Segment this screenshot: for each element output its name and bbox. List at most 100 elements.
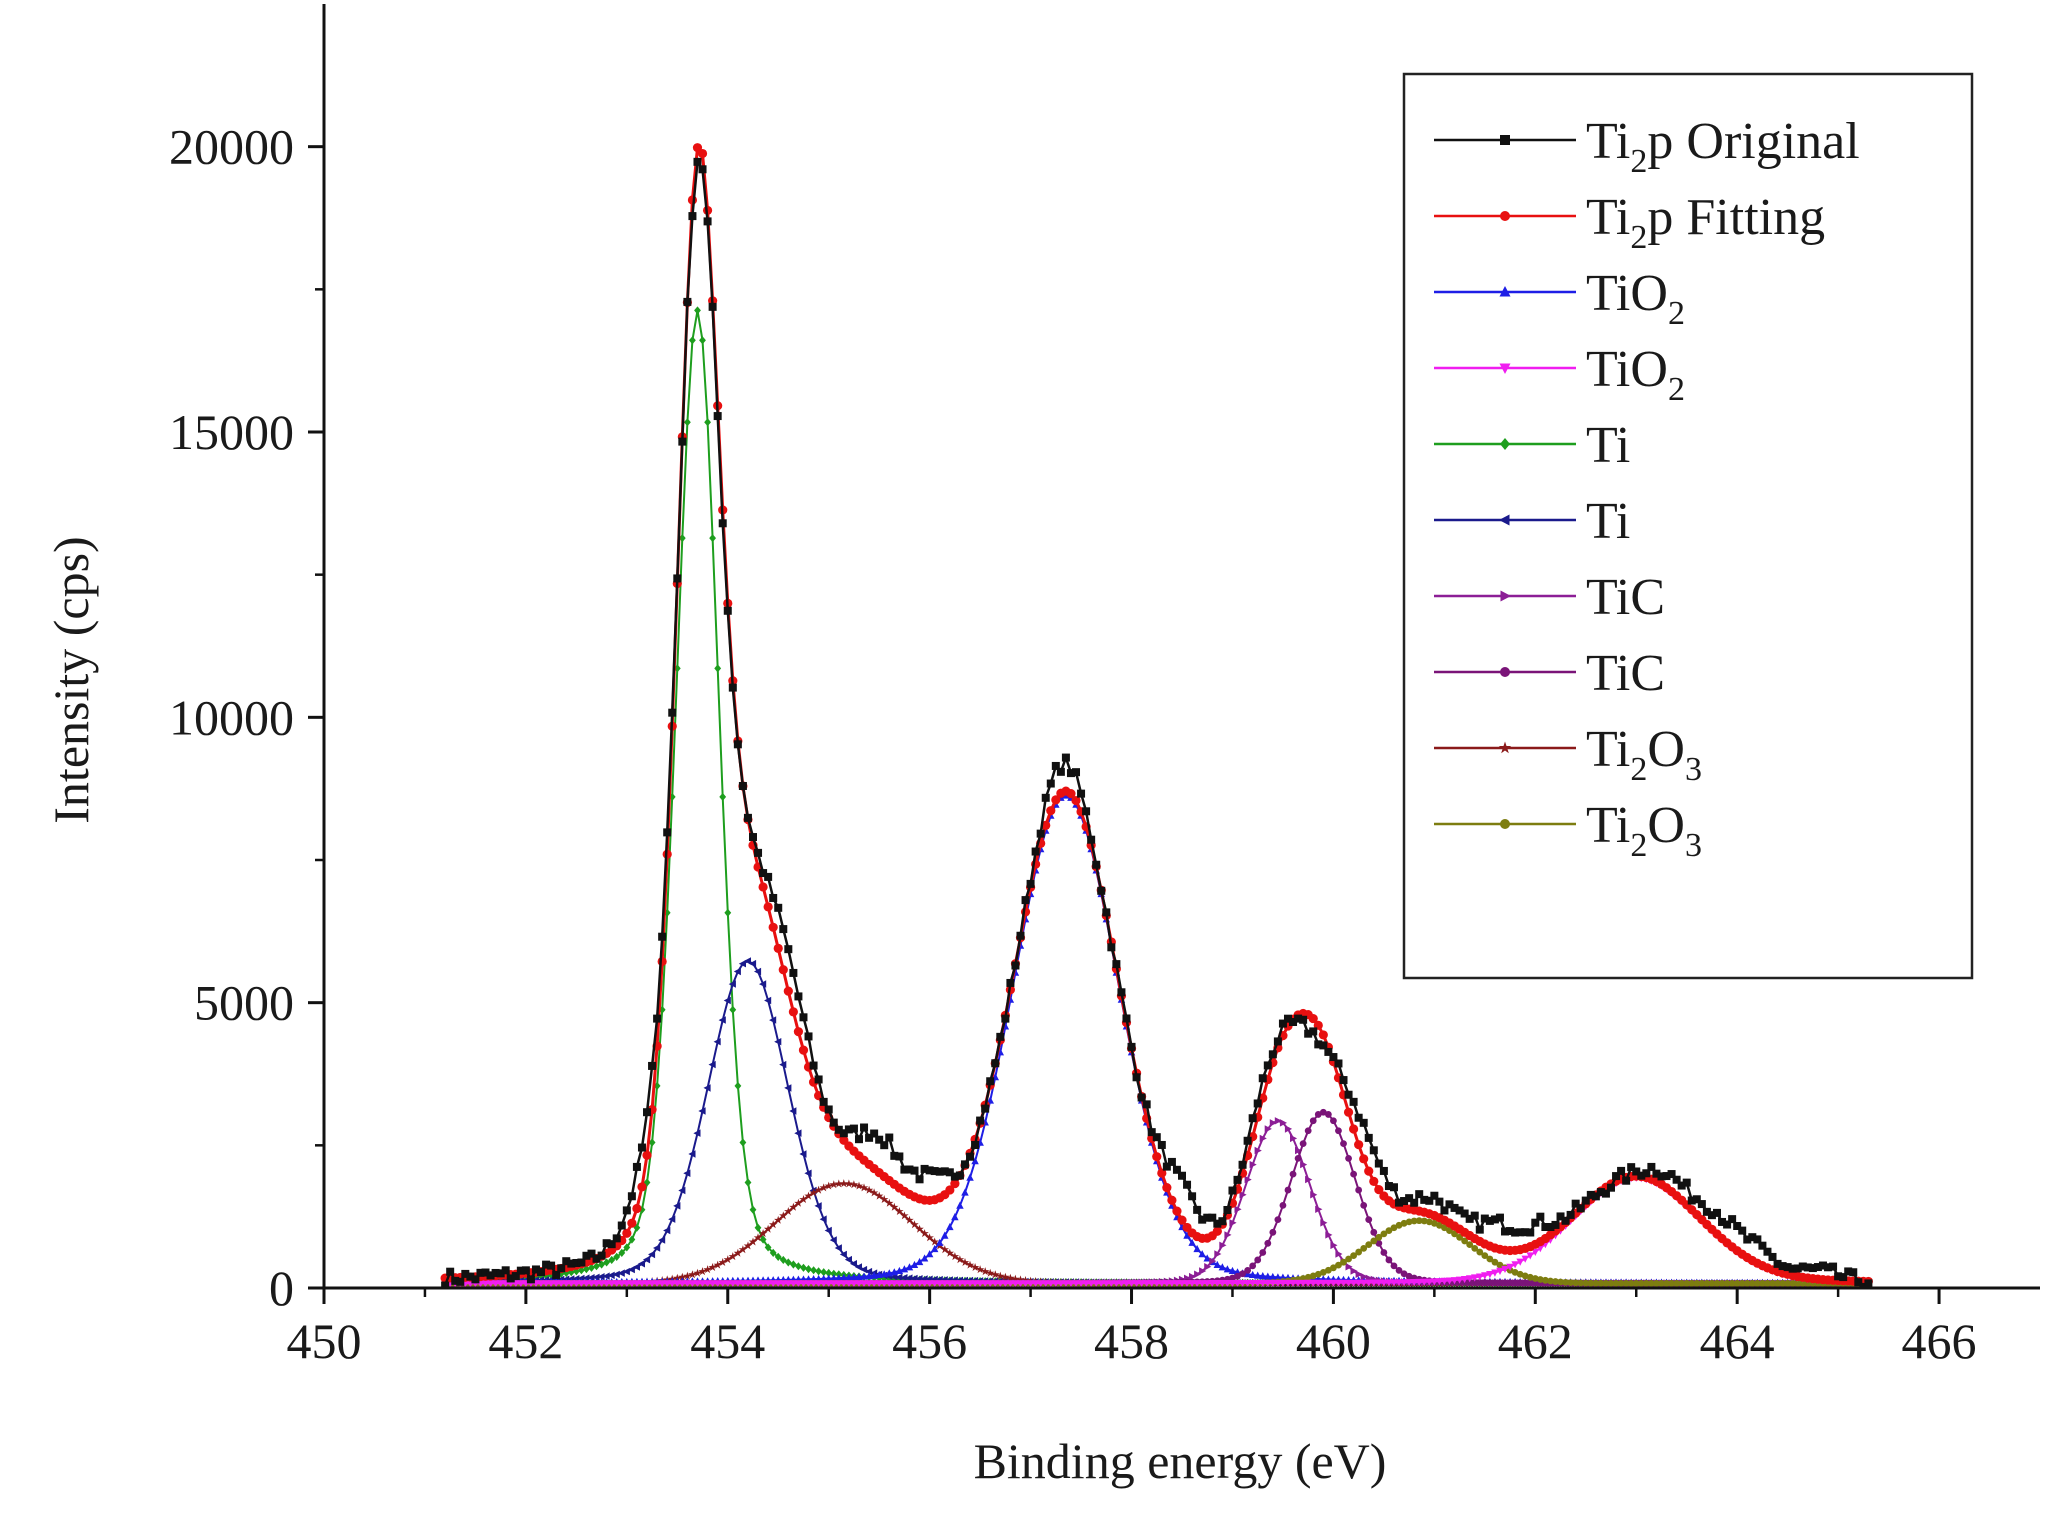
original-point [1157, 1140, 1166, 1149]
component-point-ticb [1501, 1279, 1509, 1287]
fitting-point [637, 1182, 647, 1192]
component-point-ti2o3a [950, 1252, 960, 1261]
original-point [612, 1234, 621, 1243]
component-point-tio2b [557, 1280, 565, 1288]
component-point-tio2b [562, 1280, 570, 1288]
component-point-tica [1360, 1272, 1368, 1281]
component-point-tio2a [910, 1260, 919, 1268]
component-point-ti2o3a [940, 1245, 949, 1254]
component-point-tio2b [1531, 1248, 1539, 1256]
component-point-tio2b [1526, 1252, 1534, 1260]
fitting-point [1066, 788, 1076, 799]
component-point-tio2b [708, 1280, 717, 1288]
component-point-tio2b [537, 1280, 545, 1288]
legend-item: Ti2O3 [1434, 721, 1702, 788]
component-point-ti1 [704, 418, 711, 427]
component-point-ti2 [688, 1150, 696, 1158]
original-point [451, 1276, 460, 1285]
original-point [441, 1281, 450, 1288]
original-point [738, 781, 747, 790]
component-point-ti1 [648, 1138, 656, 1147]
original-point [1435, 1197, 1444, 1206]
component-point-ti2o3a [703, 1265, 712, 1274]
component-point-tio2b [1021, 1280, 1030, 1288]
component-point-ti2 [673, 1202, 681, 1210]
component-point-tio2b [592, 1280, 601, 1288]
component-point-tica [1335, 1250, 1343, 1258]
original-point [1228, 1186, 1237, 1195]
component-point-ti2o3b [1627, 1280, 1635, 1287]
component-point-ti2 [769, 1016, 777, 1024]
component-point-tica [1254, 1146, 1262, 1155]
component-point-ti2o3b [1597, 1279, 1605, 1287]
component-point-ticb [1506, 1279, 1514, 1287]
original-point [930, 1167, 939, 1176]
component-point-ti1 [608, 1255, 616, 1264]
original-point [1334, 1059, 1343, 1068]
x-tick-label: 458 [1094, 1313, 1169, 1369]
original-point [1243, 1136, 1252, 1145]
component-point-ti2o3b [1764, 1280, 1771, 1287]
original-point [960, 1160, 969, 1169]
component-point-ticb [1385, 1256, 1393, 1264]
component-point-tio2a [1218, 1263, 1227, 1271]
component-point-tio2b [1496, 1267, 1504, 1275]
component-point-ticb [1521, 1279, 1529, 1287]
original-point [925, 1166, 934, 1175]
component-point-ti2 [804, 1169, 812, 1177]
legend-item: TiO2 [1434, 265, 1685, 332]
original-point [1637, 1171, 1646, 1180]
component-point-ticb [1481, 1279, 1489, 1286]
original-point [1818, 1261, 1827, 1270]
component-point-tio2a [900, 1265, 909, 1273]
original-point [839, 1129, 848, 1138]
component-point-tio2a [1193, 1244, 1201, 1253]
component-point-tio2b [542, 1280, 550, 1288]
component-point-tio2b [1400, 1279, 1408, 1287]
component-point-tio2b [552, 1280, 560, 1288]
component-point-ti2o3a [1016, 1275, 1025, 1284]
original-point [880, 1141, 889, 1150]
component-point-ti2o3b [1350, 1252, 1357, 1260]
component-point-tio2b [668, 1280, 676, 1288]
component-point-tica [1284, 1125, 1293, 1133]
original-point [1092, 860, 1101, 869]
component-point-tio2a [1188, 1238, 1196, 1246]
component-point-tio2b [749, 1280, 757, 1288]
component-point-tio2a [835, 1274, 843, 1282]
component-point-tio2b [1163, 1280, 1171, 1288]
component-point-ti2o3b [1390, 1224, 1398, 1232]
original-point [1723, 1220, 1732, 1229]
original-point [966, 1152, 975, 1161]
component-point-tica [1239, 1191, 1247, 1199]
original-point [1692, 1195, 1701, 1204]
component-point-ti2o3a [723, 1255, 732, 1264]
component-point-ti2o3a [799, 1195, 808, 1203]
original-point [1601, 1189, 1610, 1198]
original-point [511, 1272, 520, 1281]
component-point-ti2o3a [970, 1263, 980, 1271]
original-point [1662, 1172, 1671, 1181]
original-point [849, 1124, 858, 1133]
component-point-ticb [1486, 1279, 1494, 1286]
component-point-ti2o3a [875, 1191, 884, 1200]
original-point [1077, 789, 1086, 798]
original-point [1299, 1015, 1308, 1024]
component-point-ti2o3a [920, 1229, 929, 1238]
component-point-tio2b [1395, 1279, 1403, 1287]
component-point-tio2a [1254, 1271, 1262, 1279]
original-point [789, 968, 798, 977]
original-point [592, 1254, 601, 1263]
original-point [1198, 1215, 1207, 1224]
component-point-ti2o3b [1784, 1280, 1792, 1287]
component-point-ti1 [729, 1005, 737, 1014]
component-point-ti2o3b [1335, 1261, 1342, 1269]
original-point [602, 1239, 611, 1248]
original-point [971, 1141, 980, 1150]
component-point-ti2o3a [794, 1198, 803, 1207]
original-point [723, 606, 732, 615]
fitting-point [1162, 1182, 1172, 1193]
component-point-ti1 [694, 306, 701, 315]
legend-item: TiO2 [1434, 341, 1685, 408]
component-point-ti2o3b [1753, 1280, 1761, 1287]
